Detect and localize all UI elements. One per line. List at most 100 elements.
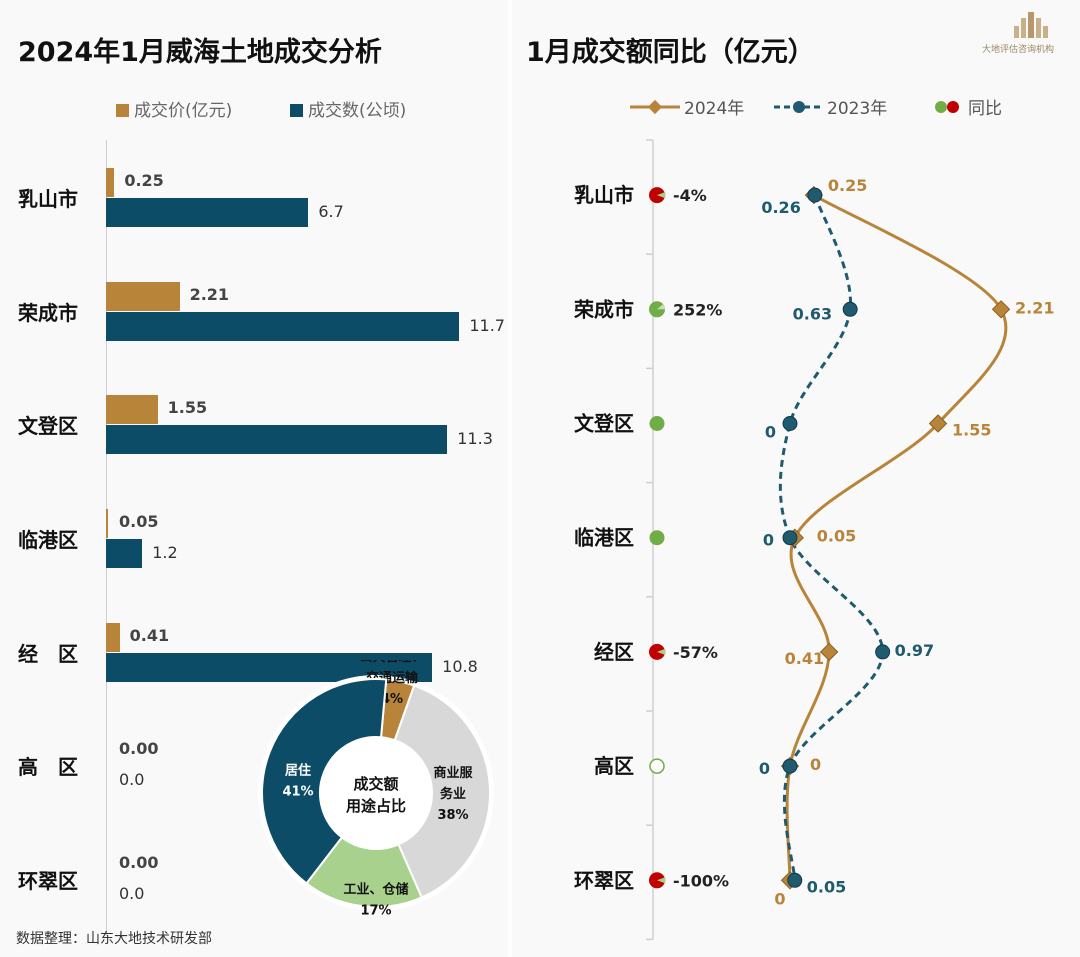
area-value-label: 0.0 — [119, 770, 145, 790]
line-2024-point — [991, 300, 1011, 319]
line-chart-title: 1月成交额同比（亿元） — [526, 37, 815, 68]
donut-slice-label: 4% — [381, 692, 403, 707]
line-category-label: 乳山市 — [574, 183, 634, 207]
legend-2024-marker — [647, 99, 663, 115]
price-value-label: 0.25 — [124, 170, 164, 190]
line-2023-point — [782, 530, 798, 546]
yoy-up-marker-wedge — [657, 304, 665, 310]
yoy-down-marker-wedge — [657, 648, 666, 655]
price-value-label: 0.41 — [129, 625, 170, 645]
line-2023-value-label: 0 — [759, 759, 770, 778]
price-bar — [106, 167, 115, 197]
line-2024-value-label: 0 — [774, 889, 785, 908]
area-bar — [106, 425, 448, 455]
category-axis — [106, 140, 107, 936]
legend-yoy-down-marker — [947, 101, 959, 113]
legend-yoy-label: 同比 — [968, 99, 1002, 119]
price-bar — [106, 281, 180, 311]
line-2024-value-label: 0.05 — [817, 527, 856, 546]
price-value-label: 0.05 — [119, 511, 159, 531]
legend-price[interactable]: 成交价(亿元) — [116, 96, 232, 121]
yoy-empty-marker — [649, 758, 665, 774]
area-value-label: 10.8 — [442, 656, 478, 676]
line-category-label: 环翠区 — [574, 868, 634, 892]
donut-center-label: 用途占比 — [346, 797, 406, 815]
category-label: 临港区 — [18, 527, 78, 552]
yoy-percent-label: -4% — [673, 186, 707, 205]
line-2024-value-label: 0.41 — [785, 649, 824, 668]
area-value-label: 11.7 — [469, 315, 505, 335]
legend-2023-label: 2023年 — [827, 99, 887, 119]
line-2023-point — [842, 301, 858, 317]
line-category-label: 经区 — [594, 640, 634, 664]
legend-area-label: 成交数(公顷) — [308, 101, 407, 121]
category-label: 经 区 — [18, 641, 78, 666]
donut-slice-label: 公共管理、 — [359, 660, 424, 665]
line-2024-value-label: 2.21 — [1015, 298, 1054, 317]
donut-slice-label: 居住 — [285, 763, 311, 779]
yoy-percent-label: 252% — [673, 300, 722, 319]
line-category-label: 荣成市 — [573, 297, 634, 321]
category-label: 文登区 — [18, 414, 78, 439]
yoy-flat-marker — [649, 416, 665, 431]
price-value-label: 2.21 — [189, 284, 230, 304]
line-category-label: 高区 — [594, 754, 634, 778]
line-2023-value-label: 0.26 — [761, 198, 800, 217]
legend-area[interactable]: 成交数(公顷) — [290, 96, 406, 121]
donut-center-label: 成交额 — [353, 775, 398, 793]
category-label: 高 区 — [18, 755, 78, 780]
brand-logo — [1010, 8, 1052, 44]
legend-area-swatch — [290, 104, 303, 117]
line-2024 — [785, 193, 1008, 881]
yoy-down-marker-wedge — [657, 877, 666, 884]
brand-logo-text: 大地评估咨询机构 — [982, 45, 1055, 55]
line-2023-value-label: 0.97 — [895, 641, 934, 660]
bar-chart-title: 2024年1月威海土地成交分析 — [18, 37, 382, 68]
donut-slice-label: 商业服 — [433, 765, 473, 781]
yoy-up-marker — [649, 301, 665, 318]
donut-slice-label: 务业 — [440, 786, 466, 802]
price-bar — [106, 508, 108, 538]
yoy-percent-label: -57% — [673, 643, 718, 662]
right-panel — [512, 0, 1080, 957]
line-2023-value-label: 0.05 — [807, 877, 846, 896]
line-2023-point — [875, 644, 891, 660]
yoy-down-marker-wedge — [657, 192, 666, 199]
area-value-label: 1.2 — [152, 542, 178, 562]
category-label: 环翠区 — [18, 869, 78, 894]
area-value-label: 11.3 — [457, 429, 493, 449]
category-label: 荣成市 — [18, 300, 78, 325]
line-2024-value-label: 0.25 — [828, 176, 867, 195]
logo-icon — [1014, 12, 1048, 38]
price-value-label: 0.00 — [119, 739, 159, 759]
category-label: 乳山市 — [18, 186, 78, 211]
source-note: 数据整理：山东大地技术研发部 — [16, 931, 212, 947]
line-category-label: 文登区 — [574, 412, 634, 436]
legend-price-swatch — [116, 104, 129, 117]
area-value-label: 0.0 — [119, 884, 145, 904]
legend-price-label: 成交价(亿元) — [134, 101, 233, 121]
donut-slice-label: 38% — [437, 808, 468, 823]
line-2023-point — [782, 758, 798, 774]
yoy-flat-marker — [649, 530, 665, 546]
legend-2024-label: 2024年 — [684, 99, 744, 119]
legend-2023-marker — [793, 101, 805, 113]
line-2023-value-label: 0 — [765, 423, 776, 442]
line-2023-value-label: 0 — [763, 531, 774, 550]
line-2024-point — [928, 414, 948, 433]
line-2024-point — [819, 642, 839, 662]
donut-hole — [320, 737, 432, 849]
line-2023-point — [787, 872, 803, 888]
donut-slice-label: 17% — [360, 904, 391, 919]
line-2023-point — [782, 416, 798, 431]
line-legend: 2024年 2023年 同比 — [630, 99, 1002, 119]
legend-yoy-up-marker — [935, 101, 947, 113]
area-bar — [106, 538, 143, 568]
line-2024-value-label: 0 — [810, 755, 821, 774]
area-bar — [106, 311, 460, 341]
yoy-down-marker — [649, 187, 665, 204]
price-bar — [106, 622, 120, 652]
donut-slice-label: 41% — [282, 785, 313, 800]
